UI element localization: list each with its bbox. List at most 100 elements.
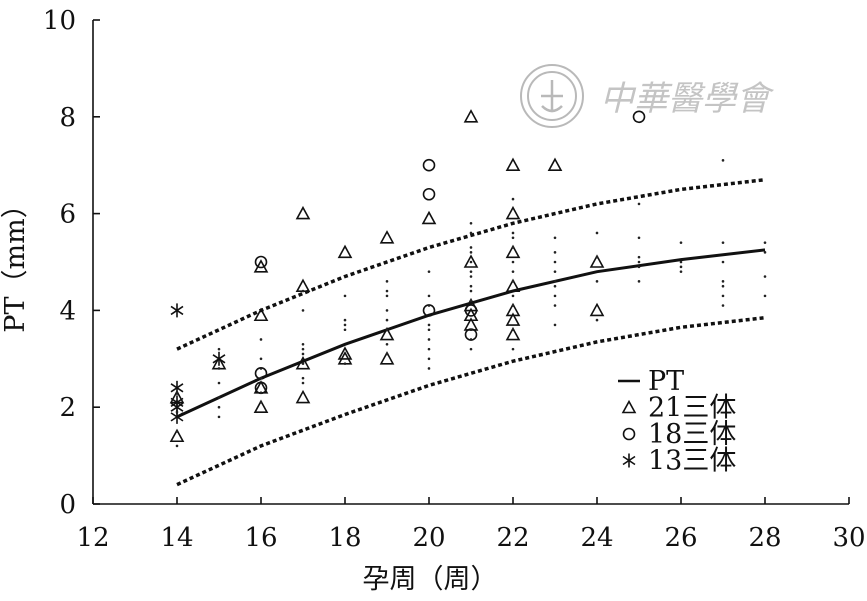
triangle-point [253,307,269,322]
x-tick-label: 24 [580,523,613,553]
y-tick-label: 2 [59,393,76,423]
normal-dot [469,275,473,278]
asterisk-point [170,395,184,410]
normal-dot [385,289,389,293]
normal-dot [427,357,431,361]
normal-dot [427,270,431,273]
normal-dot [595,280,599,283]
normal-dot [511,347,515,351]
normal-dot [679,241,683,244]
normal-dot [259,376,263,380]
triangle-point [505,312,521,326]
normal-dot [637,280,641,283]
normal-dot [763,251,767,254]
legend-triangle-swatch [621,399,637,414]
normal-dot [553,280,557,283]
x-tick-label: 28 [748,523,781,553]
normal-dot [469,221,473,225]
normal-dot [343,362,347,365]
normal-dot [469,328,473,332]
normal-dot [595,255,599,259]
normal-dot [637,255,641,259]
normal-dot [553,236,557,240]
legend-label: PT [648,366,684,397]
normal-dot [469,231,473,235]
normal-dot [427,294,431,298]
normal-dot [427,304,431,307]
normal-dot [763,275,767,278]
triangle-point [337,346,353,360]
pt-bound-curve [176,315,766,487]
asterisk-point [170,303,184,318]
normal-dot [595,318,599,322]
legend-asterisk-swatch [622,453,636,468]
normal-dot [301,347,305,351]
triangle-point [505,205,521,220]
legend-circle-swatch [622,427,636,441]
normal-dot [385,294,389,298]
circle-point [254,255,268,269]
normal-dot [511,197,515,201]
normal-dot [553,284,557,288]
triangle-point [295,278,311,292]
normal-dot [679,265,683,269]
x-tick-label: 18 [328,523,361,553]
triangle-point [589,302,605,317]
normal-dot [511,246,515,249]
normal-dot [679,270,683,273]
normal-dot [301,342,305,346]
normal-dot [511,304,515,307]
normal-dot [469,299,473,303]
triangle-point [295,355,311,370]
triangle-point [253,399,269,413]
x-tick-label: 14 [160,523,193,553]
triangle-point [505,278,521,292]
x-tick-label: 20 [412,523,445,553]
triangle-point [505,326,521,341]
triangle-point [505,244,521,259]
normal-dot [259,401,263,404]
triangle-point [505,157,521,171]
normal-dot [259,357,263,361]
normal-dot [343,323,347,327]
normal-dot [301,376,305,380]
x-tick-label: 16 [244,523,277,553]
triangle-point [421,210,437,225]
normal-dot [763,294,767,298]
normal-dot [511,280,515,283]
x-tick-label: 12 [76,523,109,553]
normal-dot [553,251,557,254]
normal-dot [595,231,599,235]
normal-dot [721,260,725,264]
x-tick-label: 22 [496,523,529,553]
normal-dot [259,367,263,370]
x-tick-label: 26 [664,523,697,553]
normal-dot [259,391,263,394]
y-axis-label: PT（mm） [0,191,31,332]
normal-dot [427,338,431,341]
normal-dot [427,367,431,370]
normal-dot [427,323,431,327]
legend-label: 13三体 [648,446,736,477]
normal-dot [217,396,221,399]
normal-dot [343,294,347,298]
circle-point [632,110,646,124]
normal-dot [721,159,725,162]
triangle-point [463,254,479,268]
normal-dot [175,391,179,394]
normal-dot [469,284,473,288]
normal-dot [217,405,221,409]
normal-dot [385,328,389,332]
y-tick-label: 10 [43,6,76,36]
normal-dot [259,338,263,341]
triangle-point [505,302,521,317]
normal-dot [637,202,641,206]
data-marks [169,109,767,448]
y-tick-label: 0 [59,490,76,520]
normal-dot [721,284,725,288]
normal-dot [469,338,473,341]
circle-point [422,158,436,172]
asterisk-point [212,351,226,366]
normal-dot [511,231,515,235]
normal-dot [637,236,641,240]
